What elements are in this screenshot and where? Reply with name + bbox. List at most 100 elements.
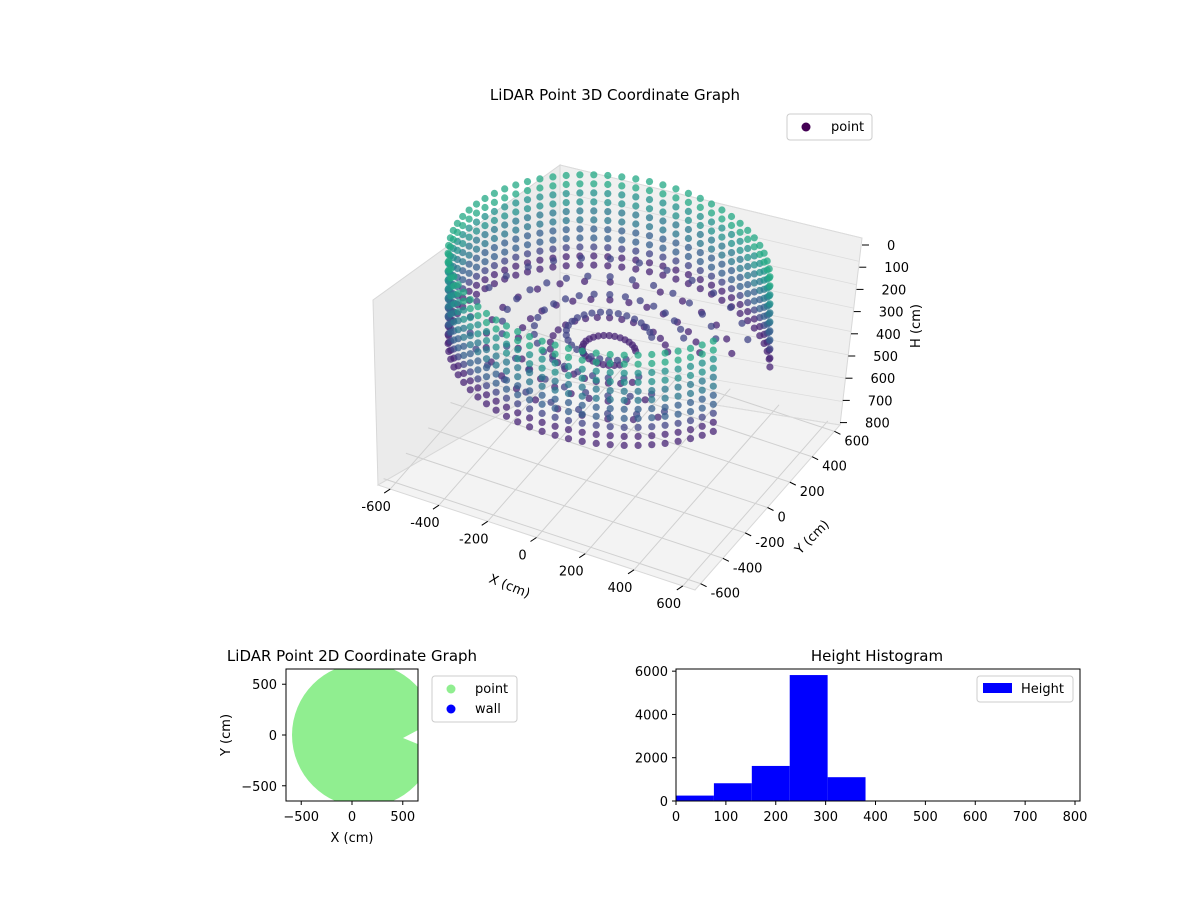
lidar-point [590, 234, 598, 242]
lidar-point [643, 303, 651, 311]
lidar-point [578, 419, 586, 427]
lidar-point [620, 423, 628, 431]
lidar-point [530, 322, 539, 330]
lidar-point [576, 243, 584, 251]
lidar-point [648, 387, 656, 395]
lidar-point [492, 388, 500, 396]
lidar-point [618, 173, 626, 181]
lidar-point [648, 423, 656, 431]
lidar-point [718, 242, 726, 250]
lidar-point [744, 244, 752, 253]
2d-chart-title: LiDAR Point 2D Coordinate Graph [227, 647, 477, 665]
lidar-point [465, 224, 473, 232]
lidar-point [684, 207, 693, 215]
y-tick-label: 0 [269, 729, 277, 744]
lidar-point [750, 306, 758, 314]
lidar-point [526, 360, 534, 368]
lidar-point [562, 180, 570, 189]
lidar-point [536, 247, 544, 255]
lidar-point [696, 203, 704, 211]
lidar-point [551, 350, 559, 358]
lidar-point [659, 217, 667, 225]
lidar-point [538, 337, 546, 345]
lidar-point [674, 428, 682, 436]
lidar-point [634, 414, 642, 422]
lidar-point [523, 214, 532, 222]
lidar-point [686, 344, 695, 352]
lidar-point [634, 360, 642, 368]
lidar-point [549, 263, 557, 271]
histogram-chart[interactable]: Height Histogram 0 100 200 300 400 500 600 700 8… [635, 647, 1088, 825]
lidar-point [736, 309, 744, 318]
lidar-point [645, 232, 654, 240]
lidar-point [736, 264, 744, 272]
lidar-point [736, 300, 744, 309]
lidar-point [490, 271, 498, 279]
lidar-point [766, 282, 774, 290]
lidar-point [523, 223, 532, 231]
y-tick-label: -400 [733, 561, 763, 576]
lidar-point [736, 291, 744, 300]
lidar-point [523, 241, 532, 249]
lidar-point [465, 215, 473, 223]
lidar-point [659, 199, 667, 207]
lidar-point [632, 184, 640, 192]
z-tick-label: 100 [884, 261, 909, 276]
lidar-point [578, 401, 586, 409]
lidar-point [645, 214, 654, 222]
lidar-point [481, 276, 489, 284]
lidar-point [727, 221, 736, 230]
lidar-point [661, 358, 669, 366]
lidar-point [501, 248, 509, 256]
lidar-point [618, 200, 626, 208]
lidar-point [562, 190, 570, 198]
lidar-point [661, 367, 669, 375]
lidar-point [686, 380, 695, 389]
3d-chart[interactable]: LiDAR Point 3D Coordinate Graph -600 -400… [361, 86, 924, 612]
lidar-point [620, 378, 628, 386]
lidar-point [654, 413, 662, 421]
lidar-point [465, 233, 473, 241]
lidar-point [526, 378, 534, 386]
lidar-point [684, 198, 693, 206]
lidar-point [618, 227, 626, 235]
lidar-point [680, 334, 688, 342]
lidar-point [674, 374, 682, 382]
lidar-point [606, 291, 614, 299]
lidar-point [502, 412, 511, 420]
lidar-point [578, 410, 586, 418]
lidar-point [472, 281, 481, 289]
lidar-point [549, 200, 557, 208]
lidar-point [576, 225, 584, 233]
lidar-point [707, 281, 716, 289]
lidar-point [632, 265, 640, 273]
2d-legend-marker-wall [446, 704, 456, 714]
grid-line-y [494, 351, 813, 458]
lidar-point [454, 371, 462, 379]
lidar-point [533, 285, 542, 293]
lidar-point [526, 342, 534, 350]
lidar-point [465, 287, 473, 295]
lidar-point [466, 359, 474, 367]
lidar-point [590, 243, 598, 251]
lidar-point [604, 171, 612, 180]
lidar-point [543, 279, 551, 287]
lidar-point [707, 254, 716, 262]
lidar-point [696, 239, 704, 248]
lidar-point [551, 404, 559, 412]
2d-chart[interactable]: LiDAR Point 2D Coordinate Graph −500 0 500… [219, 647, 518, 846]
lidar-point [474, 357, 482, 365]
lidar-point [750, 288, 758, 296]
lidar-point [727, 212, 736, 221]
lidar-point [482, 309, 491, 318]
lidar-point [564, 371, 573, 380]
lidar-point [634, 432, 642, 440]
lidar-point [472, 218, 481, 226]
lidar-point [465, 242, 473, 250]
lidar-point [587, 295, 595, 303]
lidar-point [546, 345, 554, 353]
lidar-point [661, 439, 669, 447]
x-tick-label: 100 [713, 810, 738, 825]
lidar-point [709, 400, 717, 408]
y-tick-label: 600 [844, 434, 869, 449]
